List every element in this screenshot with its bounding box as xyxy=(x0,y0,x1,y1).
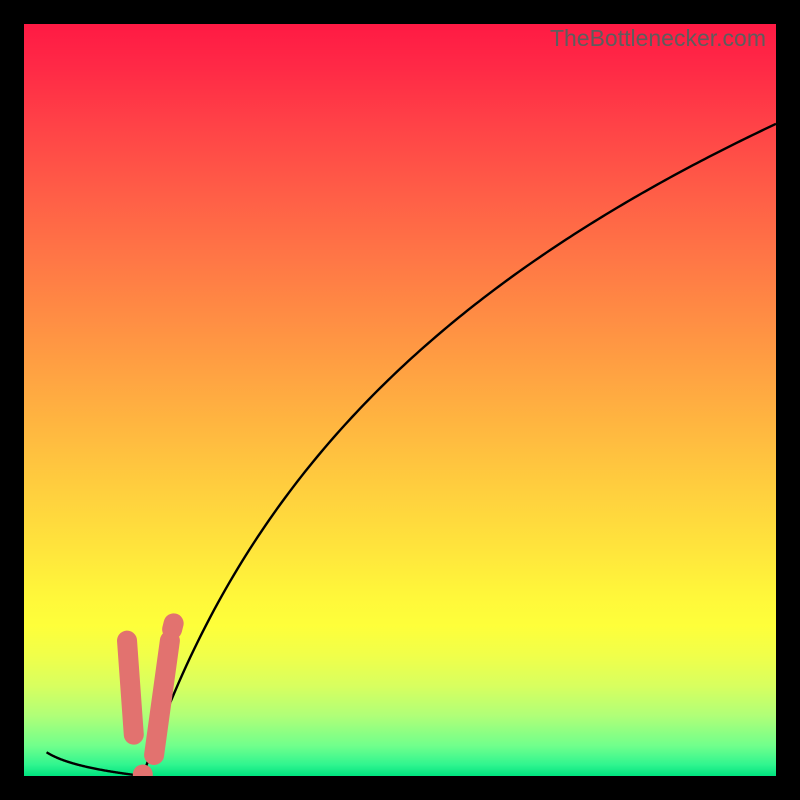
chart-frame: TheBottlenecker.com xyxy=(0,0,800,800)
watermark-label: TheBottlenecker.com xyxy=(550,25,766,52)
chart-svg xyxy=(24,24,776,776)
marker-segment xyxy=(127,641,134,735)
marker-segment xyxy=(172,623,174,629)
plot-area xyxy=(24,24,776,776)
